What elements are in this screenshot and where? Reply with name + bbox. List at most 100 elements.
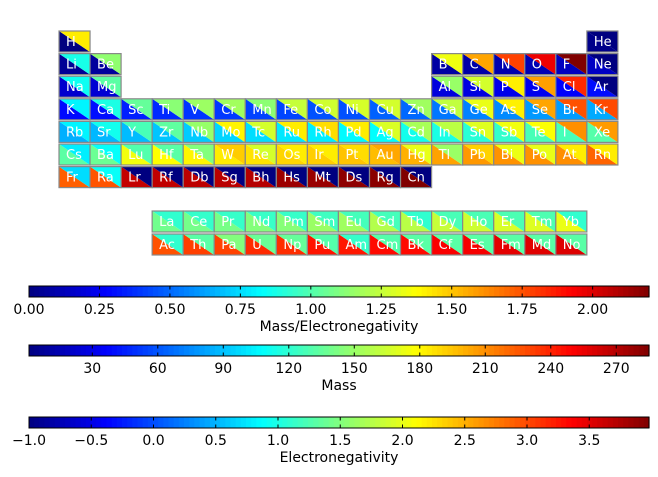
electronegativity-triangle [462, 144, 494, 165]
electronegativity-triangle [431, 121, 463, 143]
electronegativity-triangle [307, 211, 339, 232]
element-symbol: Ar [594, 80, 609, 95]
colorbar-segment [137, 345, 144, 356]
element-tile-br: Br [555, 98, 588, 121]
element-symbol: Te [531, 125, 546, 140]
colorbar-segment [380, 345, 387, 356]
colorbar-segment [561, 345, 567, 356]
colorbar-segment [122, 417, 128, 428]
colorbar-segment [178, 286, 185, 297]
electronegativity-triangle [276, 121, 308, 143]
mass-triangle [183, 121, 215, 143]
mass-triangle [524, 53, 556, 75]
element-tile-b: B [431, 52, 464, 76]
element-tile-sg: Sg [213, 166, 246, 189]
element-tile-w: W [213, 143, 246, 166]
colorbar-segment [333, 417, 340, 428]
colorbar-segment [271, 417, 278, 428]
colorbar-segment [370, 345, 376, 356]
element-symbol: Tc [251, 125, 265, 140]
colorbar-segment [643, 286, 650, 297]
electronegativity-triangle [276, 211, 308, 232]
colorbar-segment [581, 345, 588, 356]
element-symbol: Nb [190, 125, 208, 140]
colorbar-tick-label: 1.25 [366, 302, 397, 318]
colorbar-segment [313, 417, 319, 428]
electronegativity-triangle [245, 98, 277, 120]
colorbar-segment [421, 286, 428, 297]
element-tile-zn: Zn [399, 98, 433, 121]
colorbar-segment [545, 417, 552, 428]
electronegativity-triangle [555, 76, 587, 98]
colorbar-segment [127, 286, 133, 297]
element-symbol: Fm [501, 238, 521, 253]
colorbar-segment [34, 345, 40, 356]
electronegativity-triangle [462, 211, 494, 232]
colorbar-segment [96, 417, 102, 428]
colorbar-segment [111, 345, 118, 356]
element-tile-tb: Tb [399, 210, 433, 233]
element-tile-po: Po [524, 143, 557, 166]
colorbar-segment [240, 417, 247, 428]
colorbar-segment [349, 286, 356, 297]
colorbar-segment [85, 345, 92, 356]
colorbar-segment [54, 417, 61, 428]
mass-triangle [214, 234, 246, 255]
element-symbol: Mt [314, 171, 330, 186]
element-symbol: U [252, 238, 262, 253]
colorbar-segment [395, 345, 402, 356]
electronegativity-triangle [245, 144, 277, 165]
colorbar-segment [432, 345, 438, 356]
colorbar-segment [550, 286, 557, 297]
colorbar-segment [137, 286, 144, 297]
element-symbol: Ge [470, 103, 488, 118]
electronegativity-triangle [121, 166, 153, 188]
colorbar-segment [452, 417, 459, 428]
electronegativity-triangle [400, 211, 432, 232]
element-symbol: K [66, 103, 75, 118]
colorbar-segment [277, 345, 283, 356]
electronegativity-triangle [307, 166, 339, 188]
element-symbol: Pr [221, 215, 235, 230]
colorbar-segment [468, 345, 474, 356]
colorbar-segment [246, 417, 252, 428]
electronegativity-triangle [152, 98, 184, 120]
colorbar-segment [60, 345, 66, 356]
colorbar-segment [313, 286, 319, 297]
colorbar-segment [225, 286, 232, 297]
element-symbol: Cs [66, 148, 82, 163]
colorbar-segment [256, 417, 263, 428]
electronegativity-triangle [586, 98, 618, 120]
colorbar-segment [571, 417, 578, 428]
colorbar-segment [282, 417, 288, 428]
electronegativity-triangle [183, 98, 215, 120]
colorbar-segment [359, 417, 366, 428]
colorbars: 0.00 0.25 0.50 0.75 1.00 1.25 1.50 1.75 2.00 Mass… [12, 285, 650, 466]
colorbar-segment [240, 345, 247, 356]
colorbar-segment [581, 417, 588, 428]
element-tile-cn: Cn [399, 166, 433, 189]
element-tile-eu: Eu [337, 210, 371, 233]
colorbar-segment [292, 345, 299, 356]
element-symbol: Ba [97, 148, 114, 163]
colorbar-segment [463, 345, 469, 356]
colorbar-segment [194, 345, 201, 356]
element-tile-be: Be [89, 52, 122, 76]
element-tile-ge: Ge [462, 98, 495, 121]
element-symbol: Am [345, 238, 367, 253]
element-tile-es: Es [462, 233, 495, 256]
mass-triangle [307, 144, 339, 165]
colorbar-segment [375, 286, 381, 297]
element-symbol: Lu [128, 148, 143, 163]
colorbar-segment [251, 286, 257, 297]
electronegativity-triangle [524, 98, 556, 120]
colorbar-segment [545, 286, 552, 297]
element-tile-mg: Mg [89, 75, 122, 98]
colorbar-segment [158, 417, 164, 428]
mass-triangle [462, 144, 494, 165]
colorbar-segment [623, 286, 629, 297]
element-tile-la: La [151, 210, 184, 233]
colorbar-segment [390, 286, 397, 297]
mass-triangle [90, 98, 122, 120]
element-symbol: Tm [531, 215, 553, 230]
